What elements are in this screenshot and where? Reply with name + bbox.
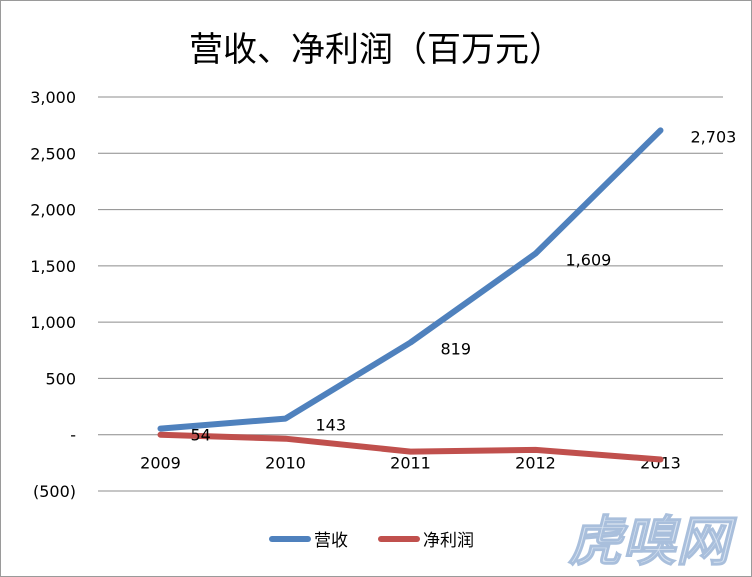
data-label: 54: [191, 426, 211, 445]
x-tick-label: 2010: [265, 454, 306, 473]
y-tick-label: -: [70, 426, 76, 445]
series-line-revenue: [157, 127, 664, 432]
series-lines: [157, 127, 664, 463]
data-labels: 54 143 819 1,609 2,703: [191, 127, 737, 444]
y-tick-label: 2,000: [30, 201, 76, 220]
y-tick-label: 3,000: [30, 88, 76, 107]
data-label: 1,609: [566, 251, 612, 270]
watermark-text: 虎嗅网: [568, 510, 738, 573]
data-label: 819: [441, 340, 472, 359]
y-tick-label: 1,500: [30, 257, 76, 276]
y-tick-label: 500: [45, 369, 76, 388]
y-tick-label: 2,500: [30, 144, 76, 163]
chart-title: 营收、净利润（百万元）: [189, 30, 563, 70]
x-tick-label: 2012: [515, 454, 556, 473]
y-tick-label: (500): [33, 482, 76, 501]
legend: 营收 净利润: [269, 531, 474, 551]
legend-label: 净利润: [423, 531, 474, 551]
legend-label: 营收: [314, 531, 348, 551]
series-line-net-profit: [157, 431, 664, 463]
y-tick-label: 1,000: [30, 313, 76, 332]
x-tick-label: 2009: [140, 454, 181, 473]
x-axis-tick-labels: 2009 2010 2011 2012 2013: [140, 454, 681, 473]
x-tick-label: 2011: [390, 454, 431, 473]
data-label: 2,703: [691, 127, 737, 146]
y-axis-tick-labels: 3,000 2,500 2,000 1,500 1,000 500 - (500): [30, 88, 76, 501]
data-label: 143: [316, 416, 347, 435]
